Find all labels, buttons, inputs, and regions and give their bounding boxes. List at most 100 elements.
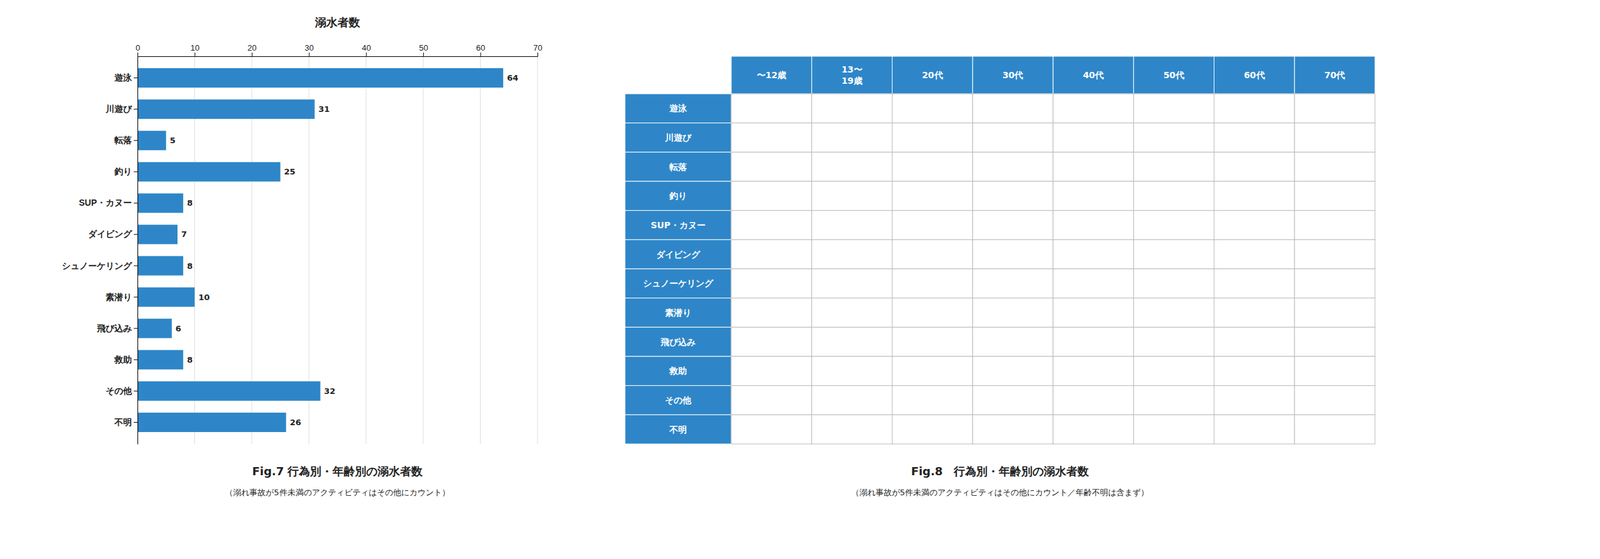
tick-mark <box>366 52 367 57</box>
column-label: 40代 <box>1083 70 1104 80</box>
grid-line <box>365 56 367 444</box>
tick: 釣り <box>113 166 138 177</box>
table-cell <box>972 414 1054 444</box>
tick: 不明 <box>113 416 138 427</box>
tick: SUP・カヌー <box>78 197 138 208</box>
table-cell <box>731 210 812 240</box>
tick: 0 <box>135 43 140 57</box>
tick-label: 30 <box>305 43 314 53</box>
bar <box>137 350 184 370</box>
table-cell <box>1214 181 1295 211</box>
column-label: 30代 <box>1002 70 1024 80</box>
table-cell <box>892 356 974 386</box>
tick: 10 <box>190 43 200 57</box>
tick-label: 川遊び <box>105 103 133 114</box>
table-cell <box>811 239 893 269</box>
table-cell <box>811 356 893 386</box>
row-label: 釣り <box>668 190 687 201</box>
row-label: ダイビング <box>656 249 701 260</box>
table-cell <box>972 385 1054 415</box>
bars <box>137 68 504 432</box>
table-cell <box>731 356 812 386</box>
table-cell <box>972 268 1054 299</box>
table-cell <box>892 181 974 211</box>
table-cell <box>1133 326 1215 357</box>
table-cell <box>1053 298 1134 328</box>
table-cell <box>1214 239 1295 269</box>
table-cell <box>731 414 812 444</box>
tick-label: 50 <box>418 43 428 53</box>
row-label-cell <box>625 326 732 357</box>
row-label: 遊泳 <box>669 103 688 114</box>
table-cell <box>892 210 974 240</box>
row-label-cell <box>625 385 732 415</box>
row-label: SUP・カヌー <box>650 220 706 230</box>
table-cell <box>972 210 1054 240</box>
table-cell <box>1133 123 1215 153</box>
tick: 70 <box>533 43 542 57</box>
tick: 30 <box>305 43 314 57</box>
table-cell <box>811 326 893 357</box>
axis-line <box>137 56 139 445</box>
data-label: 8 <box>186 355 193 365</box>
table-cell <box>1214 210 1295 240</box>
row-label: 救助 <box>668 365 687 376</box>
bar <box>137 381 321 401</box>
table-cell <box>1294 298 1375 328</box>
table-cell <box>1294 181 1375 211</box>
row-label: 川遊び <box>664 132 692 143</box>
table-cell <box>811 123 893 153</box>
grid-line <box>537 56 539 444</box>
tick: 川遊び <box>105 103 138 114</box>
table-cell <box>1294 268 1375 299</box>
table-cell <box>811 93 893 124</box>
table-cell <box>1133 210 1215 240</box>
data-labels: 643152587810683226 <box>170 73 519 427</box>
table-cell <box>1294 326 1375 357</box>
table-cell <box>1053 181 1134 211</box>
tick-label: 40 <box>361 43 371 53</box>
header-cell <box>1133 56 1215 94</box>
header-cell <box>811 56 893 94</box>
tick: 飛び込み <box>96 323 138 334</box>
tick: 60 <box>476 43 485 57</box>
header-cell <box>1214 56 1295 94</box>
column-label: 20代 <box>921 70 943 80</box>
bar-chart: 溺水者数010203040506070遊泳川遊び転落釣りSUP・カヌーダイビング… <box>61 15 543 497</box>
table-cell <box>811 181 893 211</box>
table-cell <box>972 181 1054 211</box>
axis-line <box>138 52 539 57</box>
table-cell <box>1053 326 1134 357</box>
bar <box>137 193 184 213</box>
table-cell <box>811 414 893 444</box>
table-cell <box>1294 414 1375 444</box>
table-cell <box>811 298 893 328</box>
row-label-cell <box>625 239 732 269</box>
tick-mark <box>423 52 424 57</box>
table-cell <box>811 151 893 182</box>
table-cell <box>1214 93 1295 124</box>
table-cell <box>892 298 974 328</box>
tick-label: 遊泳 <box>114 72 133 83</box>
table-cell <box>1294 356 1375 386</box>
data-label: 6 <box>175 323 182 334</box>
table-cell <box>1053 356 1134 386</box>
table-cell <box>892 414 974 444</box>
table-cell <box>1133 385 1215 415</box>
table-cell <box>972 123 1054 153</box>
table-cell <box>731 268 812 299</box>
tick: その他 <box>105 385 138 396</box>
tick-mark <box>133 296 138 298</box>
data-label: 64 <box>506 73 519 83</box>
tick: ダイビング <box>88 228 138 239</box>
table-cell <box>972 151 1054 182</box>
row-label-cell <box>625 268 732 299</box>
tick-label: SUP・カヌー <box>78 197 132 208</box>
tick-mark <box>133 233 138 235</box>
tick-label: 20 <box>247 43 257 53</box>
tick-label: 不明 <box>113 416 132 427</box>
table-cell <box>1214 356 1295 386</box>
chart-root: 溺水者数010203040506070遊泳川遊び転落釣りSUP・カヌーダイビング… <box>0 0 1600 559</box>
table-cell <box>892 123 974 153</box>
column-label: 13〜19歳 <box>841 64 862 86</box>
